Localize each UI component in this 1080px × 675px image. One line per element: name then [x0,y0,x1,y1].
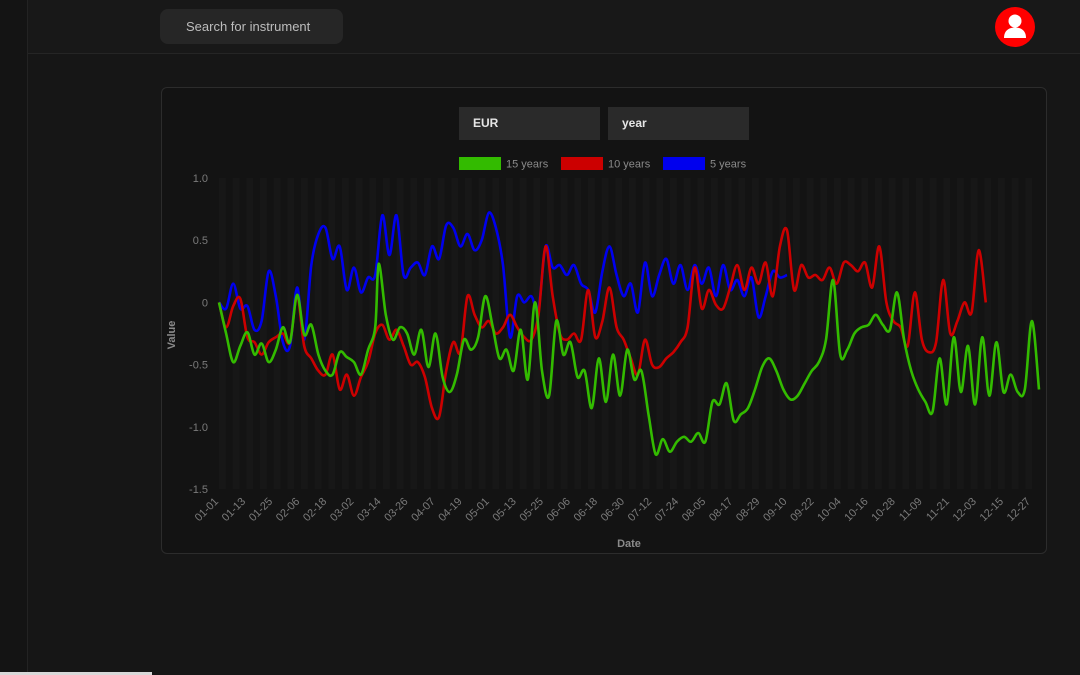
user-avatar-button[interactable] [995,7,1035,47]
x-tick-label: 05-13 [490,496,518,524]
x-tick-label: 04-07 [409,496,437,524]
x-tick-label: 09-10 [761,496,789,524]
x-tick-label: 09-22 [788,496,816,524]
left-sidebar [0,0,28,675]
x-tick-label: 03-26 [382,496,410,524]
x-tick-label: 03-14 [355,496,383,524]
x-tick-label: 05-25 [518,496,546,524]
x-tick-label: 11-21 [924,496,952,524]
legend-label: 5 years [710,159,747,171]
y-tick-label: 0 [202,297,208,309]
legend-label: 10 years [608,159,651,171]
x-tick-label: 05-01 [463,496,491,524]
x-tick-label: 11-09 [897,496,925,524]
x-tick-label: 02-18 [301,496,329,524]
scrollbar-track [0,672,152,675]
x-tick-label: 01-13 [220,496,248,524]
y-tick-label: 0.5 [193,235,208,247]
user-icon [1004,14,1026,38]
x-tick-label: 06-06 [545,496,573,524]
x-tick-label: 10-28 [869,496,897,524]
x-tick-label: 06-18 [572,496,600,524]
x-tick-label: 12-03 [951,496,979,524]
x-tick-label: 06-30 [599,496,627,524]
x-tick-label: 12-15 [978,496,1006,524]
x-tick-label: 08-29 [734,496,762,524]
y-axis-label: Value [166,321,178,350]
series-line-5-years [217,211,788,353]
x-axis-label: Date [617,538,641,550]
series-line-15-years [217,262,1041,457]
y-tick-label: 1.0 [193,173,208,185]
chart-card: EUR year 15 years 10 years 5 years 1.0 0.5 0… [161,87,1047,554]
y-tick-label: -1.5 [189,484,208,496]
x-tick-label: 10-16 [842,496,870,524]
legend-item[interactable]: 10 years [561,157,651,171]
x-tick-label: 08-17 [707,496,735,524]
currency-select[interactable]: EUR [459,107,600,140]
period-select[interactable]: year [608,107,749,140]
legend-swatch [459,157,501,170]
legend-label: 15 years [506,159,549,171]
x-tick-label: 12-27 [1005,496,1033,524]
search-input[interactable] [160,9,343,44]
x-tick-label: 02-06 [274,496,302,524]
x-tick-label: 03-02 [328,496,356,524]
legend-item[interactable]: 15 years [459,157,549,171]
legend-swatch [663,157,705,170]
x-tick-label: 01-01 [193,496,221,524]
x-tick-label: 01-25 [247,496,275,524]
x-tick-label: 04-19 [436,496,464,524]
line-chart: 15 years 10 years 5 years 1.0 0.5 0 -0.5 -1.0 -… [166,157,1041,550]
y-tick-label: -0.5 [189,360,208,372]
y-tick-label: -1.0 [189,422,208,434]
x-tick-label: 07-12 [626,496,654,524]
legend-item[interactable]: 5 years [663,157,747,171]
x-tick-label: 10-04 [815,496,843,524]
x-tick-label: 08-05 [680,496,708,524]
series-line-10-years [217,226,988,421]
legend-swatch [561,157,603,170]
x-tick-label: 07-24 [653,496,681,524]
